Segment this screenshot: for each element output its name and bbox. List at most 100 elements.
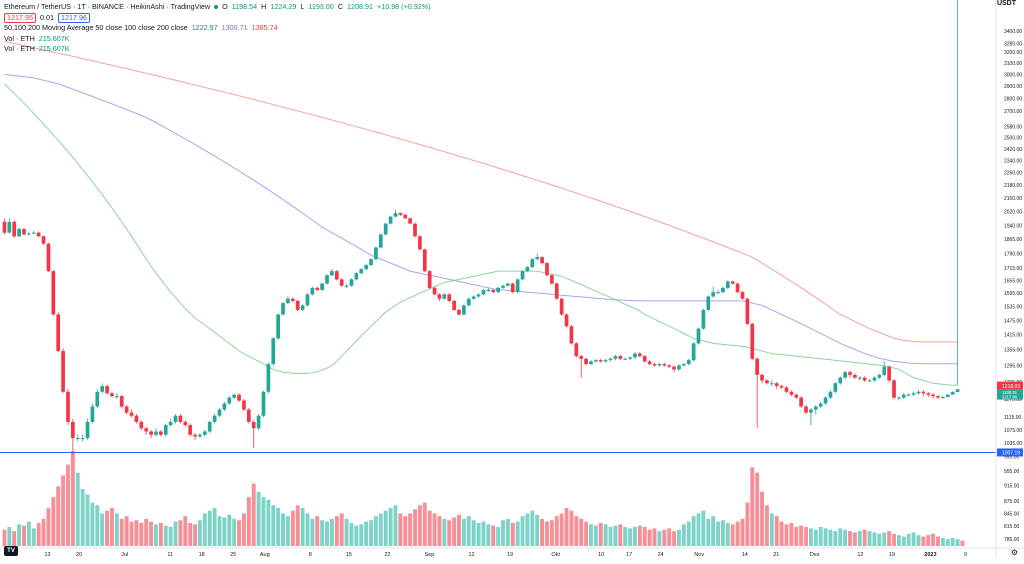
candle-body: [872, 377, 877, 381]
ma-line-50: [4, 83, 958, 386]
volume-bar: [271, 505, 276, 546]
candle-body: [261, 391, 266, 416]
volume-bar: [725, 522, 730, 546]
candle-body: [442, 294, 447, 299]
tradingview-logo[interactable]: TV: [4, 546, 18, 556]
low-value: 1193.00: [308, 2, 334, 11]
volume-bar: [46, 508, 51, 546]
volume-bar: [329, 518, 334, 546]
volume-bar: [686, 521, 691, 546]
candle-body: [784, 387, 789, 392]
legend-bidask-row: 1217.95 0.01 1217.96: [4, 13, 431, 24]
volume-bar: [417, 505, 422, 546]
settings-gear-icon[interactable]: ⚙: [1010, 548, 1018, 557]
candle-body: [936, 396, 940, 398]
volume-bar: [7, 527, 12, 546]
legend-vol1-row[interactable]: Vol · ETH 215.607K: [4, 34, 431, 45]
candle-body: [144, 428, 149, 432]
candle-body: [447, 294, 452, 301]
candle-body: [677, 365, 681, 370]
candle-body: [154, 431, 158, 435]
price-tick-label: 2180.00: [1004, 183, 1022, 189]
candle-body: [833, 383, 838, 392]
candle-body: [696, 328, 701, 344]
volume-bar: [36, 522, 41, 546]
bid-button[interactable]: 1217.95: [4, 12, 36, 23]
date-tick-label: Dez: [810, 552, 820, 558]
candle-body: [212, 415, 217, 422]
candle-body: [574, 343, 579, 357]
candle-body: [354, 273, 359, 280]
candle-body: [80, 438, 85, 440]
price-tick-label: 955.00: [1004, 469, 1020, 475]
candle-body: [911, 393, 916, 395]
candle-body: [271, 338, 276, 365]
legend-ma-row[interactable]: 50,100,200 Moving Average 50 close 100 c…: [4, 23, 431, 34]
volume-bar: [535, 514, 540, 546]
candle-body: [584, 358, 588, 365]
volume-bar: [207, 510, 212, 546]
candle-body: [804, 406, 808, 413]
volume-bar: [584, 521, 589, 546]
candle-body: [85, 421, 90, 439]
volume-bar: [315, 516, 320, 546]
volume-bar: [701, 510, 706, 546]
volume-bar: [574, 516, 579, 546]
volume-bar: [237, 520, 242, 546]
candle-body: [598, 360, 603, 362]
volume-bar: [202, 513, 207, 546]
candle-body: [877, 374, 882, 378]
volume-bar: [515, 521, 520, 546]
date-tick-label: Jul: [121, 552, 128, 558]
candle-body: [202, 431, 207, 435]
candle-body: [61, 350, 65, 392]
date-tick-label: 21: [773, 552, 779, 558]
volume-bar: [530, 510, 535, 546]
volume-bar: [154, 524, 158, 546]
candle-body: [173, 415, 178, 422]
volume-bar: [691, 516, 696, 546]
candle-body: [838, 377, 843, 384]
volume-bar: [769, 513, 774, 546]
candle-body: [217, 409, 222, 416]
legend-vol2-row[interactable]: Vol · ETH 215.607K: [4, 44, 431, 55]
volume-bar: [593, 525, 598, 546]
candle-body: [432, 287, 437, 295]
candle-body: [589, 361, 593, 365]
volume-bar: [618, 524, 623, 546]
candle-body: [31, 232, 36, 234]
volume-bar: [373, 516, 378, 546]
legend-title[interactable]: Ethereum / TetherUS · 1T · BINANCE · Hei…: [4, 2, 211, 11]
volume-bar: [432, 513, 437, 546]
volume-bar: [310, 518, 315, 546]
candle-body: [672, 366, 676, 370]
volume-bar: [276, 508, 281, 546]
candle-body: [765, 380, 769, 384]
ma100-value: 1300.71: [221, 23, 248, 32]
volume-bar: [383, 510, 388, 546]
candle-body: [374, 247, 378, 260]
price-tick-label: 1355.00: [1004, 348, 1022, 354]
ask-button[interactable]: 1217.96: [57, 12, 90, 23]
volume-bar: [945, 539, 950, 546]
price-tick-label: 1790.00: [1004, 251, 1022, 257]
volume-bar: [867, 531, 872, 546]
candle-body: [496, 287, 500, 293]
volume-bar: [51, 497, 56, 546]
volume-bar: [471, 520, 476, 546]
candle-body: [662, 364, 667, 366]
candle-body: [168, 421, 173, 426]
volume-bar: [545, 521, 549, 546]
candle-body: [305, 294, 310, 306]
candle-body: [823, 397, 828, 404]
candle-body: [339, 279, 344, 286]
volume-bar: [730, 524, 735, 546]
price-tick-label: 1865.00: [1004, 237, 1022, 243]
volume-bar: [613, 525, 618, 546]
volume-bar: [61, 475, 66, 546]
volume-bar: [305, 513, 310, 546]
date-tick-label: Aug: [260, 552, 270, 558]
currency-label[interactable]: USDT: [996, 0, 1016, 7]
